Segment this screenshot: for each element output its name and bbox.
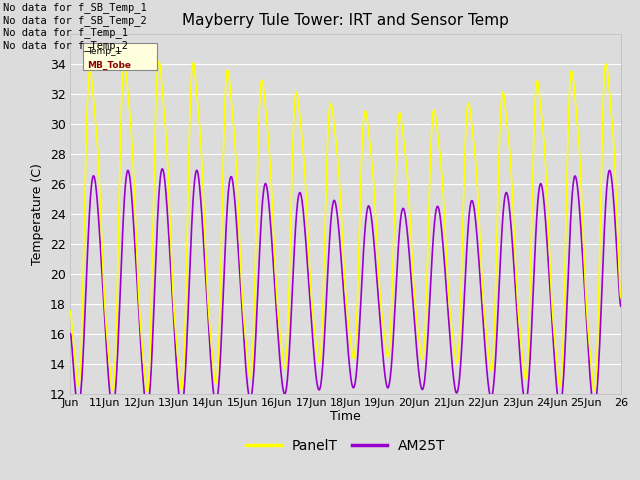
Y-axis label: Temperature (C): Temperature (C) [31,163,44,264]
Text: MB_Tobe: MB_Tobe [87,60,131,70]
Text: Temp_1: Temp_1 [87,47,121,56]
Legend: PanelT, AM25T: PanelT, AM25T [241,433,451,459]
X-axis label: Time: Time [330,410,361,423]
Text: No data for f_SB_Temp_1
No data for f_SB_Temp_2
No data for f_Temp_1
No data for: No data for f_SB_Temp_1 No data for f_SB… [3,2,147,51]
Title: Mayberry Tule Tower: IRT and Sensor Temp: Mayberry Tule Tower: IRT and Sensor Temp [182,13,509,28]
